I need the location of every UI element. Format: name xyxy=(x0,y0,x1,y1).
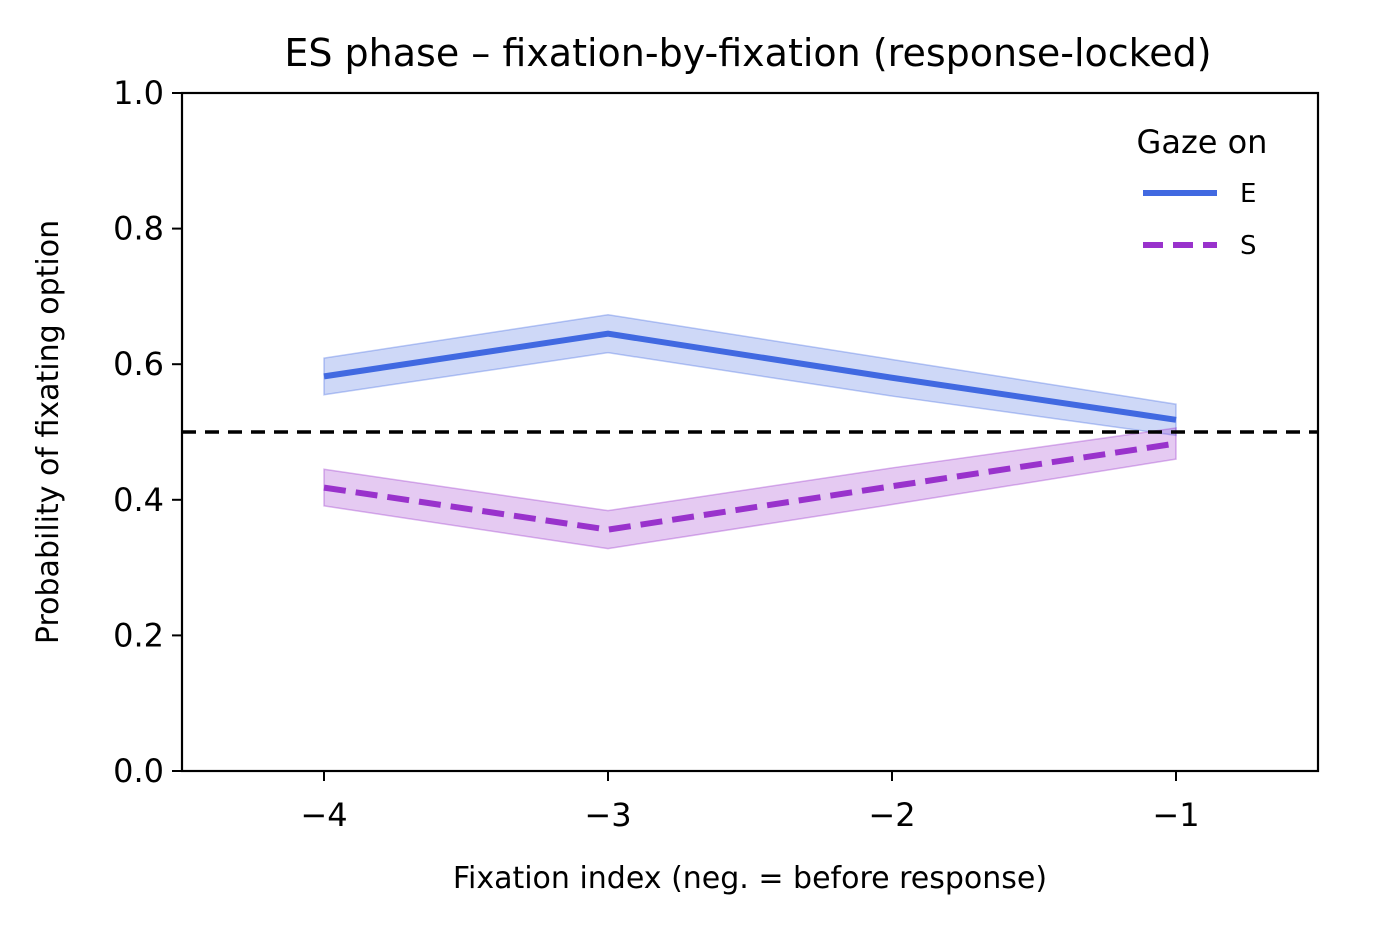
legend-label-s: S xyxy=(1240,231,1257,261)
y-axis-label: Probability of fixating option xyxy=(31,220,66,644)
x-tick-label: −2 xyxy=(868,796,915,834)
y-tick-label: 1.0 xyxy=(113,74,164,112)
band-s xyxy=(323,427,1177,550)
confidence-bands xyxy=(323,313,1177,550)
x-axis-ticks: −4 −3 −2 −1 xyxy=(300,771,1200,834)
series-lines xyxy=(323,330,1177,533)
y-tick-label: 0.4 xyxy=(113,481,164,519)
y-tick-label: 0.6 xyxy=(113,345,164,383)
plot-area-frame xyxy=(180,91,1320,773)
y-axis-ticks: 0.0 0.2 0.4 0.6 0.8 1.0 xyxy=(113,74,182,790)
x-axis-label: Fixation index (neg. = before response) xyxy=(453,861,1047,896)
y-tick-label: 0.0 xyxy=(113,752,164,790)
legend: Gaze on ES xyxy=(1137,123,1268,261)
x-tick-label: −3 xyxy=(584,796,631,834)
line-s xyxy=(323,440,1177,533)
x-tick-label: −4 xyxy=(300,796,347,834)
legend-label-e: E xyxy=(1240,179,1256,209)
legend-title: Gaze on xyxy=(1137,123,1268,161)
band-e xyxy=(323,313,1177,437)
x-tick-label: −1 xyxy=(1152,796,1199,834)
chart-title: ES phase – fixation-by-fixation (respons… xyxy=(284,31,1211,75)
y-tick-label: 0.8 xyxy=(113,210,164,248)
y-tick-label: 0.2 xyxy=(113,616,164,654)
line-e xyxy=(323,330,1177,423)
